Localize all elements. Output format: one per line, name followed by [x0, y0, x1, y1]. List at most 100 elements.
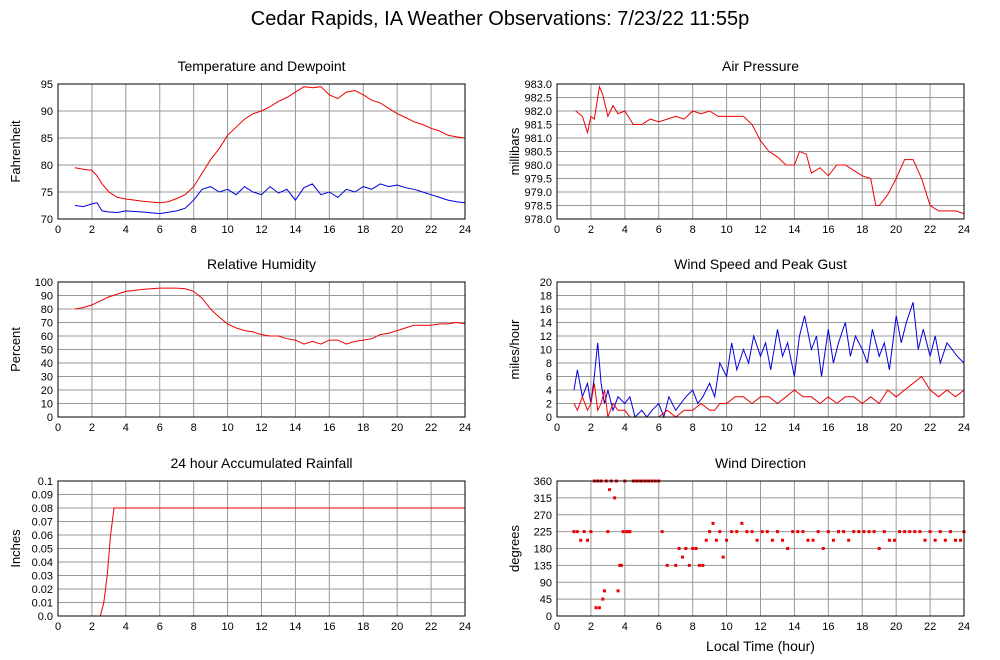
wind-ytick-label: 10	[540, 345, 552, 357]
dir-point	[796, 530, 800, 534]
dir-point	[602, 589, 606, 593]
dir-point	[781, 538, 785, 542]
wind-xtick-label: 14	[788, 422, 800, 434]
rh-xtick-label: 24	[459, 422, 471, 434]
dir-point	[594, 606, 598, 610]
rh-xtick-label: 4	[123, 422, 129, 434]
wind-ylabel: miles/hour	[507, 319, 522, 380]
press-xtick-label: 16	[822, 224, 834, 236]
dir-point	[714, 538, 718, 542]
dir-point	[938, 530, 942, 534]
dir-xtick-label: 6	[656, 621, 662, 633]
dir-point	[816, 530, 820, 534]
dir-ytick-label: 45	[540, 594, 552, 606]
dir-ytick-label: 270	[534, 510, 552, 522]
rh-xtick-label: 8	[191, 422, 197, 434]
rh-ytick-label: 0	[47, 412, 53, 424]
dir-point	[691, 547, 695, 550]
rain-xtick-label: 10	[221, 621, 233, 633]
wind-ytick-label: 8	[546, 358, 552, 370]
press-ytick-label: 981.5	[524, 120, 552, 132]
press-xtick-label: 10	[720, 224, 732, 236]
wind-xtick-label: 6	[656, 422, 662, 434]
dir-point	[857, 530, 861, 534]
dir-ytick-label: 90	[540, 577, 552, 589]
dir-xtick-label: 20	[890, 621, 902, 633]
dir-point	[892, 538, 896, 542]
dir-point	[877, 547, 881, 550]
dir-point	[597, 606, 601, 610]
rain-chart-title: 24 hour Accumulated Rainfall	[170, 455, 352, 471]
temp-xtick-label: 20	[391, 224, 403, 236]
dir-point	[765, 530, 769, 534]
press-chart-title: Air Pressure	[722, 58, 799, 74]
wind-ytick-label: 6	[546, 372, 552, 384]
dir-point	[847, 538, 851, 542]
dir-point	[725, 538, 729, 542]
dir-point	[628, 530, 632, 534]
rh-xtick-label: 6	[157, 422, 163, 434]
press-ytick-label: 980.5	[524, 147, 552, 159]
dir-point	[589, 530, 593, 534]
rh-ytick-label: 10	[41, 399, 53, 411]
rain-xtick-label: 24	[459, 621, 471, 633]
rain-ytick-label: 0.01	[32, 598, 53, 610]
rain-ytick-label: 0.04	[32, 557, 53, 569]
wind-ytick-label: 0	[546, 412, 552, 424]
rain-xtick-label: 16	[323, 621, 335, 633]
dir-point	[948, 530, 952, 534]
dir-point	[740, 521, 744, 525]
press-ylabel: millibars	[507, 127, 522, 175]
rh-xtick-label: 10	[221, 422, 233, 434]
dir-point	[750, 530, 754, 534]
temp-ytick-label: 70	[41, 214, 53, 226]
press-ytick-label: 980.0	[524, 160, 552, 172]
press-xtick-label: 24	[958, 224, 970, 236]
rain-xtick-label: 4	[123, 621, 129, 633]
dir-ytick-label: 180	[534, 544, 552, 556]
dir-point	[606, 530, 610, 534]
rain-ylabel: Inches	[8, 529, 23, 568]
rh-ytick-label: 80	[41, 304, 53, 316]
dir-point	[872, 530, 876, 534]
dir-point	[660, 530, 664, 534]
dir-point	[730, 530, 734, 534]
rain-xtick-label: 6	[157, 621, 163, 633]
dir-point	[898, 530, 902, 534]
dir-point	[621, 530, 625, 534]
rh-ytick-label: 50	[41, 345, 53, 357]
dir-point	[806, 538, 810, 542]
dir-point	[582, 530, 586, 534]
dir-point	[908, 530, 912, 534]
dir-point	[918, 530, 922, 534]
press-ytick-label: 978.5	[524, 201, 552, 213]
rain-ytick-label: 0.07	[32, 517, 53, 529]
rh-ytick-label: 20	[41, 385, 53, 397]
press-xtick-label: 0	[554, 224, 560, 236]
wind-ytick-label: 14	[540, 318, 552, 330]
dir-point	[760, 530, 764, 534]
dir-point	[928, 530, 932, 534]
rh-xtick-label: 2	[89, 422, 95, 434]
dir-xtick-label: 4	[622, 621, 628, 633]
temp-xtick-label: 18	[357, 224, 369, 236]
dir-ytick-label: 135	[534, 560, 552, 572]
dir-xtick-label: 24	[958, 621, 970, 633]
dir-xtick-label: 14	[788, 621, 800, 633]
wind-xtick-label: 22	[924, 422, 936, 434]
press-xtick-label: 4	[622, 224, 628, 236]
temp-xtick-label: 16	[323, 224, 335, 236]
press-ytick-label: 979.0	[524, 187, 552, 199]
dir-point	[718, 530, 722, 534]
rh-xtick-label: 18	[357, 422, 369, 434]
rain-ytick-label: 0.0	[38, 611, 53, 623]
rain-ytick-label: 0.08	[32, 503, 53, 515]
rain-xtick-label: 2	[89, 621, 95, 633]
dir-point	[708, 530, 712, 534]
wind-plot-border	[556, 281, 965, 418]
wind-chart-title: Wind Speed and Peak Gust	[674, 256, 847, 272]
dir-plot-border	[556, 480, 965, 617]
dir-point	[697, 563, 701, 567]
rh-xtick-label: 20	[391, 422, 403, 434]
